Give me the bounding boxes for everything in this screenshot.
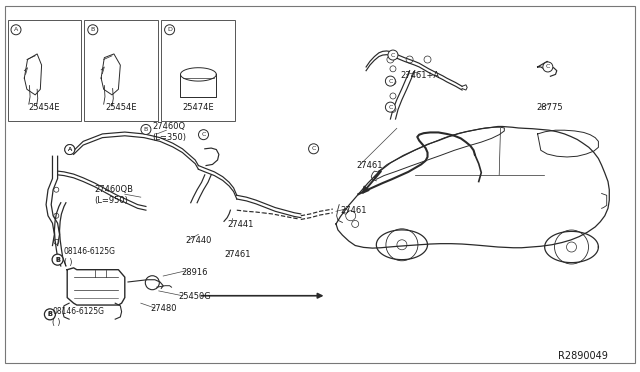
Circle shape [45,310,55,319]
Circle shape [388,50,398,60]
Text: 08146-6125G
( ): 08146-6125G ( ) [52,307,104,327]
Text: 27441: 27441 [227,220,253,229]
Circle shape [65,145,75,154]
Text: C: C [388,105,392,110]
Text: 25454E: 25454E [106,103,137,112]
Text: B: B [56,257,60,262]
Text: 27460Q
(L=350): 27460Q (L=350) [152,122,186,142]
Text: 27461: 27461 [224,250,250,259]
Circle shape [88,25,98,35]
Circle shape [44,309,56,320]
Text: B: B [48,312,52,317]
Text: C: C [312,146,316,151]
Circle shape [141,125,151,134]
Circle shape [52,255,63,264]
Text: D: D [167,27,172,32]
Bar [84,20,158,121]
Text: 28775: 28775 [536,103,563,112]
Text: C: C [546,64,550,70]
Text: 28916: 28916 [181,268,207,277]
Circle shape [164,25,175,35]
Circle shape [543,62,553,72]
Text: B: B [55,257,60,263]
Text: 27461: 27461 [340,206,367,215]
Bar [8,20,81,121]
Text: A: A [68,147,72,152]
Text: B: B [47,311,52,317]
Text: C: C [388,78,392,84]
Circle shape [65,145,75,154]
Text: A: A [14,27,18,32]
Text: 08146-6125G
( ): 08146-6125G ( ) [64,247,116,267]
Circle shape [52,254,63,265]
Text: C: C [202,132,205,137]
Text: C: C [391,52,395,58]
Text: 25474E: 25474E [182,103,214,112]
Text: B: B [91,27,95,32]
Text: R2890049: R2890049 [558,352,608,361]
Text: 27461+A: 27461+A [400,71,439,80]
Bar [161,20,235,121]
Text: 27480: 27480 [150,304,177,313]
Text: 27460QB
(L=950): 27460QB (L=950) [95,185,134,205]
Circle shape [11,25,21,35]
Circle shape [385,76,396,86]
Circle shape [198,130,209,140]
Text: A: A [68,147,72,152]
Circle shape [308,144,319,154]
Text: 25450G: 25450G [178,292,211,301]
Text: 27440: 27440 [186,236,212,245]
Text: 27461: 27461 [356,161,383,170]
Text: 25454E: 25454E [29,103,60,112]
Circle shape [385,102,396,112]
Text: B: B [144,127,148,132]
